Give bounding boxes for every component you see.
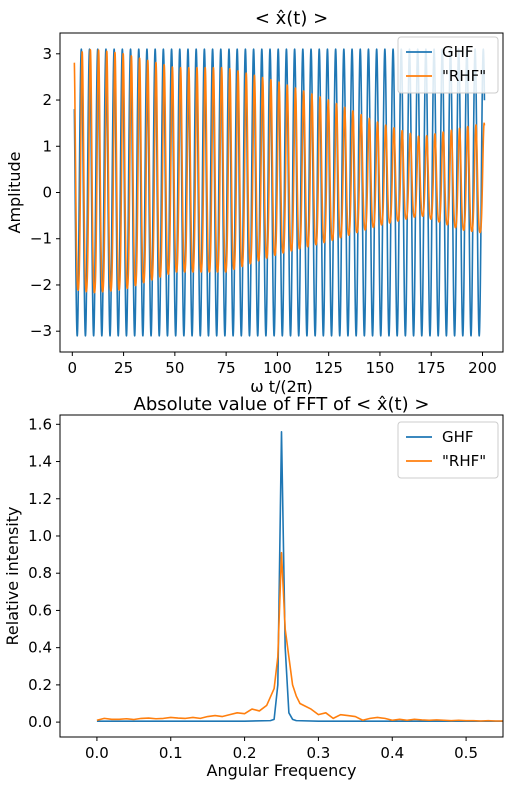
x-tick-label: 100 [263, 359, 292, 377]
y-tick-label: 1.4 [28, 453, 52, 471]
y-tick-label: 0.4 [28, 639, 52, 657]
legend-label: "RHF" [442, 67, 486, 85]
x-axis-label: Angular Frequency [207, 761, 357, 780]
chart-title: Absolute value of FFT of < x̂(t) > [134, 394, 430, 415]
y-tick-label: 0.8 [28, 564, 52, 582]
y-axis-label: Amplitude [5, 152, 24, 234]
x-tick-label: 50 [165, 359, 184, 377]
x-tick-label: 125 [314, 359, 343, 377]
y-tick-label: 1.2 [28, 490, 52, 508]
y-tick-label: 0.2 [28, 676, 52, 694]
series-line-2 [97, 553, 503, 721]
x-tick-label: 0.2 [233, 744, 257, 762]
x-tick-label: 0.0 [85, 744, 109, 762]
x-tick-label: 0.1 [159, 744, 183, 762]
x-tick-label: 175 [417, 359, 446, 377]
legend-label: GHF [442, 428, 474, 446]
chart-title: < x̂(t) > [255, 8, 328, 29]
x-tick-label: 0 [68, 359, 78, 377]
legend-label: "RHF" [442, 452, 486, 470]
y-tick-label: −1 [30, 230, 52, 248]
y-tick-label: −3 [30, 322, 52, 340]
y-tick-label: 2 [42, 91, 52, 109]
x-tick-label: 0.5 [454, 744, 478, 762]
y-tick-label: 0.0 [28, 713, 52, 731]
x-tick-label: 0.4 [380, 744, 404, 762]
legend: GHF "RHF" [398, 422, 498, 478]
y-tick-label: 0 [42, 184, 52, 202]
y-axis-label: Relative intensity [3, 507, 22, 646]
x-tick-label: 200 [468, 359, 497, 377]
x-tick-label: 150 [366, 359, 395, 377]
y-tick-label: 1.0 [28, 527, 52, 545]
x-tick-label: 75 [217, 359, 236, 377]
y-tick-label: 3 [42, 45, 52, 63]
chart-2: 0.0 0.1 0.2 0.3 0.4 0.5 0.0 0.2 0.4 0.6 0.8 1.0 1.2 1… [3, 394, 503, 780]
y-tick-label: 0.6 [28, 601, 52, 619]
y-tick-label: 1 [42, 137, 52, 155]
y-tick-label: 1.6 [28, 415, 52, 433]
legend-label: GHF [442, 43, 474, 61]
x-tick-label: 25 [114, 359, 133, 377]
legend: GHF "RHF" [398, 37, 498, 93]
x-tick-label: 0.3 [306, 744, 330, 762]
y-tick-label: −2 [30, 276, 52, 294]
